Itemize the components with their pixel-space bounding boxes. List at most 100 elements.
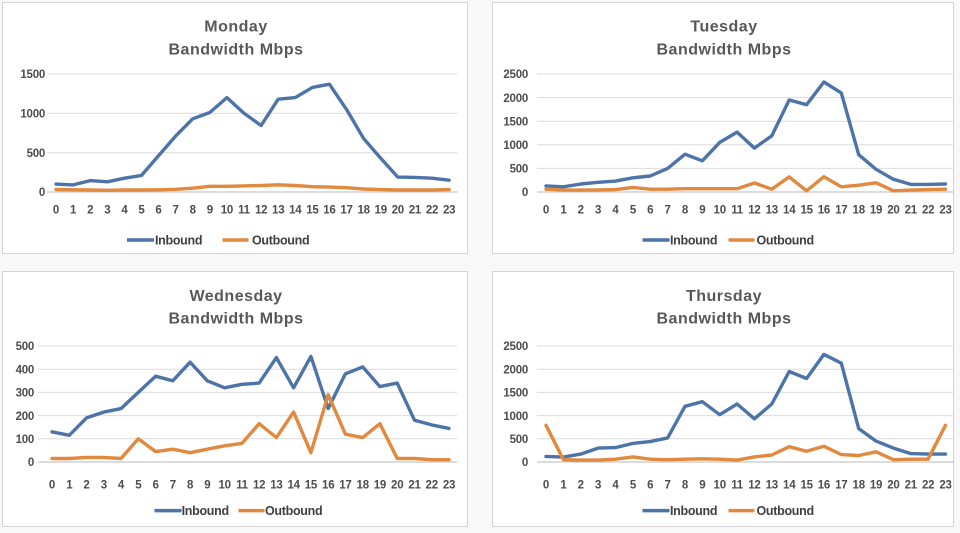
svg-text:Inbound: Inbound <box>670 234 717 248</box>
svg-text:20: 20 <box>391 480 403 492</box>
svg-text:16: 16 <box>322 480 334 492</box>
svg-text:12: 12 <box>748 205 760 217</box>
svg-text:Outbound: Outbound <box>265 504 322 518</box>
svg-text:22: 22 <box>426 205 438 217</box>
svg-text:13: 13 <box>270 480 282 492</box>
svg-text:0: 0 <box>39 187 45 199</box>
svg-text:1000: 1000 <box>20 109 45 121</box>
svg-text:10: 10 <box>714 205 726 217</box>
svg-text:22: 22 <box>426 480 438 492</box>
svg-text:18: 18 <box>853 480 866 492</box>
svg-text:8: 8 <box>682 205 689 217</box>
svg-text:14: 14 <box>783 480 796 492</box>
svg-text:2: 2 <box>578 205 584 217</box>
svg-text:16: 16 <box>818 480 830 492</box>
svg-text:2500: 2500 <box>503 341 528 353</box>
svg-text:7: 7 <box>170 480 176 492</box>
svg-text:18: 18 <box>357 480 370 492</box>
svg-text:0: 0 <box>53 205 59 217</box>
svg-text:21: 21 <box>408 480 421 492</box>
svg-text:300: 300 <box>16 388 34 400</box>
svg-text:6: 6 <box>155 205 161 217</box>
svg-text:9: 9 <box>204 480 210 492</box>
svg-text:1: 1 <box>66 480 73 492</box>
svg-text:1500: 1500 <box>503 116 528 128</box>
svg-text:2000: 2000 <box>503 364 528 376</box>
svg-text:4: 4 <box>121 205 128 217</box>
svg-text:20: 20 <box>887 480 899 492</box>
svg-text:500: 500 <box>510 434 528 446</box>
svg-text:1: 1 <box>560 480 567 492</box>
svg-text:Thursday: Thursday <box>686 288 762 305</box>
svg-text:9: 9 <box>207 205 213 217</box>
svg-text:19: 19 <box>375 205 387 217</box>
svg-text:19: 19 <box>374 480 386 492</box>
svg-text:3: 3 <box>104 205 110 217</box>
svg-text:17: 17 <box>835 480 847 492</box>
svg-text:15: 15 <box>306 205 319 217</box>
svg-text:2: 2 <box>83 480 89 492</box>
svg-text:11: 11 <box>731 205 744 217</box>
svg-text:8: 8 <box>682 480 689 492</box>
svg-text:6: 6 <box>153 480 159 492</box>
svg-text:11: 11 <box>236 480 249 492</box>
svg-text:2: 2 <box>578 480 584 492</box>
svg-text:5: 5 <box>138 205 145 217</box>
svg-text:500: 500 <box>510 164 528 176</box>
svg-text:Inbound: Inbound <box>155 234 202 248</box>
svg-text:14: 14 <box>783 205 796 217</box>
svg-text:Outbound: Outbound <box>252 234 309 248</box>
svg-text:22: 22 <box>922 480 934 492</box>
svg-text:200: 200 <box>16 411 34 423</box>
svg-text:Bandwidth Mbps: Bandwidth Mbps <box>169 311 304 328</box>
svg-text:Tuesday: Tuesday <box>690 18 757 35</box>
svg-text:Outbound: Outbound <box>757 504 814 518</box>
svg-text:3: 3 <box>595 480 601 492</box>
svg-text:0: 0 <box>28 457 34 469</box>
svg-text:22: 22 <box>922 205 934 217</box>
svg-text:17: 17 <box>340 205 352 217</box>
svg-text:6: 6 <box>647 480 653 492</box>
svg-text:0: 0 <box>522 457 528 469</box>
svg-text:Wednesday: Wednesday <box>189 288 282 305</box>
svg-text:13: 13 <box>272 205 284 217</box>
svg-text:Monday: Monday <box>204 18 267 35</box>
svg-text:23: 23 <box>443 205 455 217</box>
svg-text:5: 5 <box>630 480 637 492</box>
svg-text:1500: 1500 <box>20 69 45 81</box>
svg-text:18: 18 <box>853 205 866 217</box>
svg-text:4: 4 <box>612 205 619 217</box>
svg-text:1500: 1500 <box>503 388 528 400</box>
svg-text:19: 19 <box>870 205 882 217</box>
svg-text:14: 14 <box>287 480 300 492</box>
svg-text:20: 20 <box>392 205 404 217</box>
svg-text:11: 11 <box>731 480 744 492</box>
svg-text:9: 9 <box>699 480 705 492</box>
svg-text:10: 10 <box>218 480 230 492</box>
svg-text:10: 10 <box>714 480 726 492</box>
svg-text:0: 0 <box>522 187 528 199</box>
svg-text:13: 13 <box>766 205 778 217</box>
svg-text:17: 17 <box>835 205 847 217</box>
svg-text:3: 3 <box>595 205 601 217</box>
svg-text:11: 11 <box>238 205 251 217</box>
svg-text:16: 16 <box>323 205 335 217</box>
svg-text:12: 12 <box>253 480 265 492</box>
svg-text:2: 2 <box>87 205 93 217</box>
svg-text:Bandwidth Mbps: Bandwidth Mbps <box>657 41 792 58</box>
svg-text:13: 13 <box>766 480 778 492</box>
svg-text:500: 500 <box>27 148 45 160</box>
svg-text:9: 9 <box>699 205 705 217</box>
svg-text:10: 10 <box>221 205 233 217</box>
svg-text:14: 14 <box>289 205 302 217</box>
svg-text:23: 23 <box>443 480 455 492</box>
svg-text:23: 23 <box>939 480 951 492</box>
svg-text:100: 100 <box>16 434 34 446</box>
svg-text:500: 500 <box>16 341 34 353</box>
svg-text:8: 8 <box>187 480 194 492</box>
svg-text:15: 15 <box>800 205 813 217</box>
svg-text:7: 7 <box>173 205 179 217</box>
svg-text:12: 12 <box>748 480 760 492</box>
svg-text:2000: 2000 <box>503 93 528 105</box>
svg-text:2500: 2500 <box>503 69 528 81</box>
